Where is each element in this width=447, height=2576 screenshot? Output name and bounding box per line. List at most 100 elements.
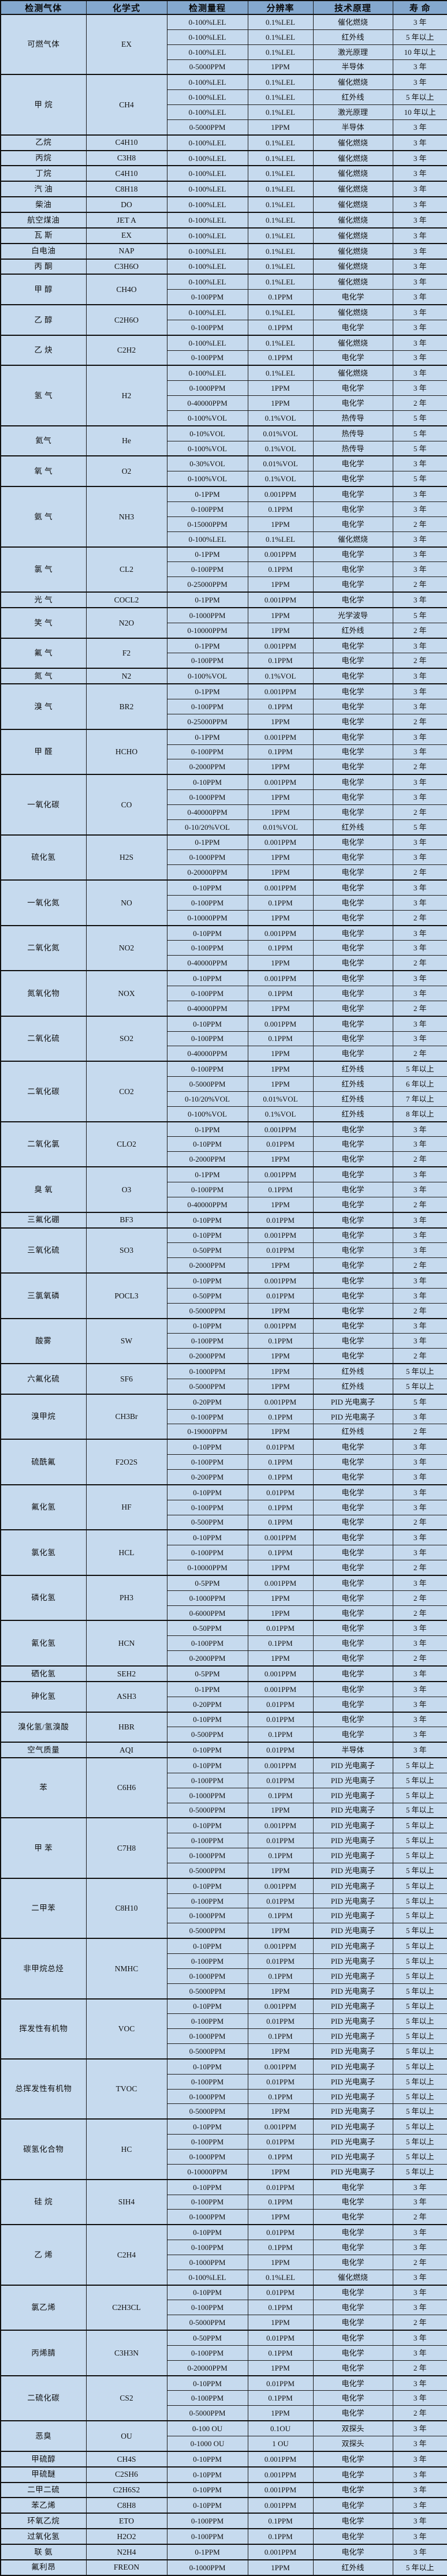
- range-cell: 0-5PPM: [166, 1665, 248, 1682]
- table-row: 0-40000PPM 1PPM 电化学 2 年: [1, 804, 447, 820]
- principle-cell: 电化学: [312, 955, 393, 971]
- resolution-cell: 1PPM: [247, 1257, 314, 1274]
- principle-cell: 电化学: [312, 1151, 393, 1167]
- resolution-cell: 1PPM: [247, 1862, 314, 1879]
- principle-cell: 光学波导: [312, 606, 393, 623]
- resolution-cell: 1PPM: [247, 2103, 314, 2120]
- gas-name-cell: 丙 酮: [0, 258, 87, 275]
- gas-name-cell: 氦气: [0, 425, 87, 456]
- resolution-cell: 1PPM: [247, 1590, 314, 1606]
- table-row: 氨 气 NH3 0-1PPM 0.001PPM 电化学 3 年: [0, 486, 447, 548]
- principle-cell: 红外线: [312, 1378, 393, 1395]
- formula-cell: SF6: [85, 1363, 167, 1395]
- table-row: 0-100PPM 0.1PPM 电化学 3 年: [1, 2240, 447, 2255]
- formula-cell: NH3: [85, 486, 167, 548]
- lifespan-cell: 5 年以上: [392, 2134, 447, 2150]
- table-row: 0-100PPM 0.1PPM 电化学 3 年: [1, 698, 447, 714]
- gas-name-cell: 非甲烷总烃: [0, 1938, 87, 2000]
- principle-cell: 红外线: [312, 29, 393, 45]
- table-row: 甲 苯 C7H8 0-10PPM 0.001PPM PID 光电离子 5 年以上: [0, 1817, 447, 1879]
- principle-cell: 电化学: [312, 879, 393, 896]
- table-row: 0-1000PPM 1PPM 电化学 3 年: [1, 789, 447, 805]
- lifespan-cell: 2 年: [392, 1257, 447, 1274]
- range-cell: 0-2000PPM: [166, 1650, 248, 1667]
- resolution-cell: 0.01%VOL: [247, 455, 314, 472]
- table-row: 航空煤油 JET A 0-100%LEL 0.1%LEL 催化燃烧 3 年: [0, 211, 447, 229]
- gas-name-cell: 甲 苯: [0, 1817, 87, 1879]
- range-cell: 0-100 OU: [166, 2420, 248, 2437]
- lifespan-cell: 3 年: [392, 2284, 447, 2301]
- principle-cell: 电化学: [312, 1545, 393, 1561]
- lifespan-cell: 5 年以上: [392, 2148, 447, 2165]
- resolution-cell: 0.01PPM: [247, 1439, 314, 1455]
- lifespan-cell: 3 年: [392, 1727, 447, 1743]
- principle-cell: 催化燃烧: [312, 196, 393, 213]
- principle-cell: 电化学: [312, 1136, 393, 1152]
- resolution-cell: 0.01PPM: [247, 1620, 314, 1637]
- lifespan-cell: 3 年: [392, 879, 447, 896]
- principle-cell: PID 光电离子: [312, 1908, 393, 1924]
- range-cell: 0-40000PPM: [166, 1196, 248, 1213]
- formula-cell: SW: [85, 1317, 167, 1364]
- resolution-cell: 1PPM: [247, 2315, 314, 2331]
- lifespan-cell: 3 年: [392, 380, 447, 396]
- formula-cell: CS2: [85, 2375, 167, 2421]
- resolution-cell: 0.1%LEL: [247, 13, 314, 30]
- lifespan-cell: 3 年: [392, 455, 447, 472]
- range-cell: 0-30%VOL: [166, 455, 248, 472]
- table-row: 0-100PPM 0.1PPM 电化学 3 年: [1, 1635, 447, 1652]
- table-row: 氮 气 N2 0-100%VOL 0.1%VOL 电化学 3 年: [0, 668, 447, 684]
- principle-cell: 电化学: [312, 1711, 393, 1728]
- lifespan-cell: 5 年以上: [392, 1787, 447, 1803]
- range-cell: 0-100PPM: [166, 350, 248, 366]
- formula-cell: SO2: [85, 1015, 167, 1062]
- resolution-cell: 0.1%LEL: [247, 89, 314, 106]
- lifespan-cell: 3 年: [392, 1711, 447, 1728]
- principle-cell: 电化学: [312, 1196, 393, 1213]
- resolution-cell: 0.001PPM: [247, 637, 314, 654]
- lifespan-cell: 3 年: [392, 1529, 447, 1546]
- principle-cell: 电化学: [312, 1605, 393, 1621]
- principle-cell: 电化学: [312, 2209, 393, 2225]
- formula-cell: C8H18: [85, 181, 167, 197]
- gas-name-cell: 二氧化氮: [0, 924, 87, 971]
- resolution-cell: 0.1PPM: [247, 894, 314, 911]
- range-cell: 0-100PPM: [166, 2240, 248, 2255]
- formula-cell: N2: [85, 668, 167, 684]
- gas-name-cell: 氨 气: [0, 486, 87, 548]
- lifespan-cell: 5 年以上: [392, 1848, 447, 1863]
- range-cell: 0-1PPM: [166, 1166, 248, 1182]
- resolution-cell: 0.01PPM: [247, 1242, 314, 1259]
- table-row: 0-100%VOL 0.1%VOL 红外线 8 年以上: [1, 1106, 447, 1122]
- formula-cell: O3: [85, 1166, 167, 1213]
- principle-cell: 电化学: [312, 744, 393, 760]
- range-cell: 0-40000PPM: [166, 955, 248, 971]
- range-cell: 0-1PPM: [166, 591, 248, 608]
- formula-cell: CH3Br: [85, 1393, 167, 1440]
- lifespan-cell: 5 年以上: [392, 1061, 447, 1077]
- table-row: 0-1000PPM 1PPM 电化学 2 年: [1, 2209, 447, 2225]
- formula-cell: VOC: [85, 1998, 167, 2060]
- principle-cell: 电化学: [312, 774, 393, 791]
- gas-name-cell: 二甲苯: [0, 1877, 87, 1939]
- resolution-cell: 0.001PPM: [247, 879, 314, 896]
- range-cell: 0-100%LEL: [166, 89, 248, 106]
- gas-name-cell: 汽 油: [0, 181, 87, 197]
- range-cell: 0-10000PPM: [166, 622, 248, 639]
- formula-cell: C2H3CL: [85, 2284, 167, 2331]
- resolution-cell: 0.1PPM: [247, 1727, 314, 1743]
- resolution-cell: 0.001PPM: [247, 924, 314, 941]
- gas-name-cell: 过氧化氢: [0, 2528, 87, 2545]
- formula-cell: COCL2: [85, 591, 167, 608]
- table-row: 0-10PPM 0.01PPM 电化学 3 年: [1, 1136, 447, 1152]
- range-cell: 0-100%LEL: [166, 258, 248, 275]
- principle-cell: 电化学: [312, 1454, 393, 1470]
- table-row: 酸雾 SW 0-10PPM 0.001PPM 电化学 3 年: [0, 1317, 447, 1364]
- range-cell: 0-100%LEL: [166, 531, 248, 548]
- formula-cell: CL2: [85, 546, 167, 593]
- resolution-cell: 0.1PPM: [247, 2513, 314, 2529]
- lifespan-cell: 3 年: [392, 119, 447, 136]
- lifespan-cell: 3 年: [392, 1665, 447, 1682]
- principle-cell: PID 光电离子: [312, 1787, 393, 1803]
- table-row: 三氟化硼 BF3 0-10PPM 0.01PPM 电化学 3 年: [0, 1211, 447, 1228]
